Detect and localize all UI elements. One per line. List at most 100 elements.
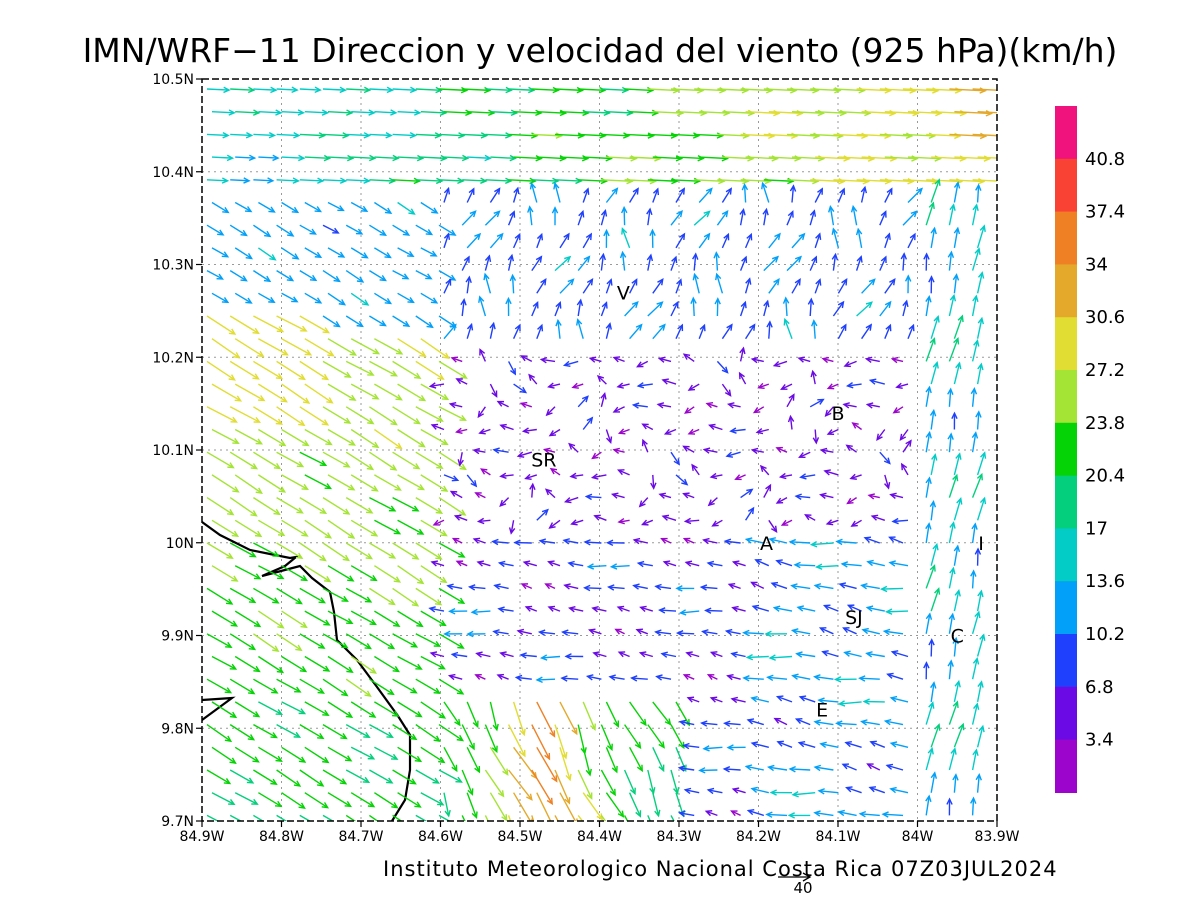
wind-vector xyxy=(489,233,504,249)
wind-vector-head xyxy=(244,206,253,213)
wind-vector xyxy=(882,813,904,817)
wind-vector-head xyxy=(448,608,456,615)
wind-vector-head xyxy=(813,674,821,681)
wind-vector xyxy=(592,451,602,459)
wind-vector-head xyxy=(216,273,224,280)
wind-vector-head xyxy=(297,109,305,116)
wind-vector-head xyxy=(706,560,715,568)
wind-vector xyxy=(740,488,753,499)
wind-vector xyxy=(693,253,697,271)
wind-vector xyxy=(709,424,723,431)
wind-vector xyxy=(600,814,607,821)
wind-vector xyxy=(281,519,308,537)
wind-vector xyxy=(971,388,976,407)
wind-vector-head xyxy=(298,802,306,809)
wind-vector xyxy=(369,542,396,559)
wind-vector-head xyxy=(349,349,358,356)
wind-vector-head xyxy=(686,696,695,703)
wind-vector xyxy=(647,208,651,226)
wind-vector xyxy=(675,324,683,339)
wind-vector xyxy=(480,468,491,476)
wind-vector-head xyxy=(293,132,301,139)
wind-vector-head xyxy=(449,323,457,331)
credit-text: Instituto Meteorologico Nacional Costa R… xyxy=(383,857,1058,881)
wind-vector-head xyxy=(545,409,553,417)
wind-vector-head xyxy=(549,821,554,827)
wind-vector-head xyxy=(226,154,235,162)
wind-vector xyxy=(638,383,653,387)
wind-vector xyxy=(821,449,834,453)
wind-vector-head xyxy=(272,550,280,557)
wind-vector xyxy=(747,655,769,659)
wind-vector xyxy=(843,403,857,408)
wind-vector-head xyxy=(436,415,444,422)
wind-vector-head xyxy=(249,551,257,558)
wind-vector xyxy=(615,628,625,635)
wind-vector-head xyxy=(698,767,706,774)
wind-vector xyxy=(485,179,511,182)
wind-vector xyxy=(926,88,961,92)
wind-vector xyxy=(784,319,793,339)
wind-vector xyxy=(443,701,461,726)
wind-vector xyxy=(948,522,955,544)
colorbar-label: 6.8 xyxy=(1085,677,1114,698)
wind-vector-head xyxy=(461,154,470,162)
wind-vector xyxy=(345,360,374,376)
wind-vector-head xyxy=(471,811,478,819)
wind-vector xyxy=(420,338,450,359)
wind-vector xyxy=(652,156,682,160)
wind-vector xyxy=(258,201,275,213)
wind-vector-head xyxy=(772,605,781,612)
wind-vector-head xyxy=(682,492,690,499)
wind-vector xyxy=(322,633,348,649)
wind-vector xyxy=(732,607,746,612)
wind-vector xyxy=(229,769,254,784)
wind-vector xyxy=(397,111,420,114)
wind-vector xyxy=(735,474,746,480)
wind-vector xyxy=(549,519,561,529)
wind-vector xyxy=(824,604,839,612)
wind-vector xyxy=(836,722,857,726)
wind-vector xyxy=(786,394,795,408)
wind-vector xyxy=(234,519,262,537)
wind-vector-head xyxy=(977,589,984,598)
wind-vector-head xyxy=(849,473,857,480)
wind-vector xyxy=(490,156,516,160)
wind-vector-head xyxy=(828,205,835,213)
wind-vector xyxy=(304,655,330,672)
wind-vector xyxy=(624,301,639,317)
wind-vector xyxy=(206,769,231,785)
wind-vector xyxy=(304,746,329,763)
place-label-v: V xyxy=(617,282,630,304)
wind-vector xyxy=(971,432,977,453)
wind-vector-head xyxy=(361,299,370,306)
wind-vector xyxy=(525,606,538,612)
wind-vector xyxy=(211,565,238,582)
wind-vector-head xyxy=(440,576,448,584)
wind-vector-head xyxy=(217,229,225,236)
wind-vector-head xyxy=(768,537,777,544)
wind-vector-head xyxy=(409,825,415,830)
wind-vector-head xyxy=(745,277,752,285)
wind-vector-head xyxy=(581,395,589,403)
wind-vector xyxy=(281,383,310,404)
wind-vector xyxy=(647,179,678,182)
wind-vector xyxy=(948,252,953,271)
wind-vector-head xyxy=(245,252,254,260)
wind-vector xyxy=(345,224,363,235)
wind-vector xyxy=(276,633,302,651)
wind-vector-head xyxy=(614,628,622,635)
wind-vector xyxy=(537,678,556,681)
wind-vector-head xyxy=(544,488,553,496)
wind-vector xyxy=(475,674,486,680)
wind-vector xyxy=(258,474,286,493)
wind-vector xyxy=(369,723,393,738)
wind-vector xyxy=(638,562,653,567)
wind-vector xyxy=(559,278,574,294)
wind-vector-head xyxy=(603,228,610,237)
wind-vector xyxy=(327,111,352,114)
wind-vector xyxy=(600,210,607,226)
wind-vector xyxy=(322,723,347,740)
wind-vector xyxy=(768,278,780,294)
wind-vector-head xyxy=(553,181,560,190)
